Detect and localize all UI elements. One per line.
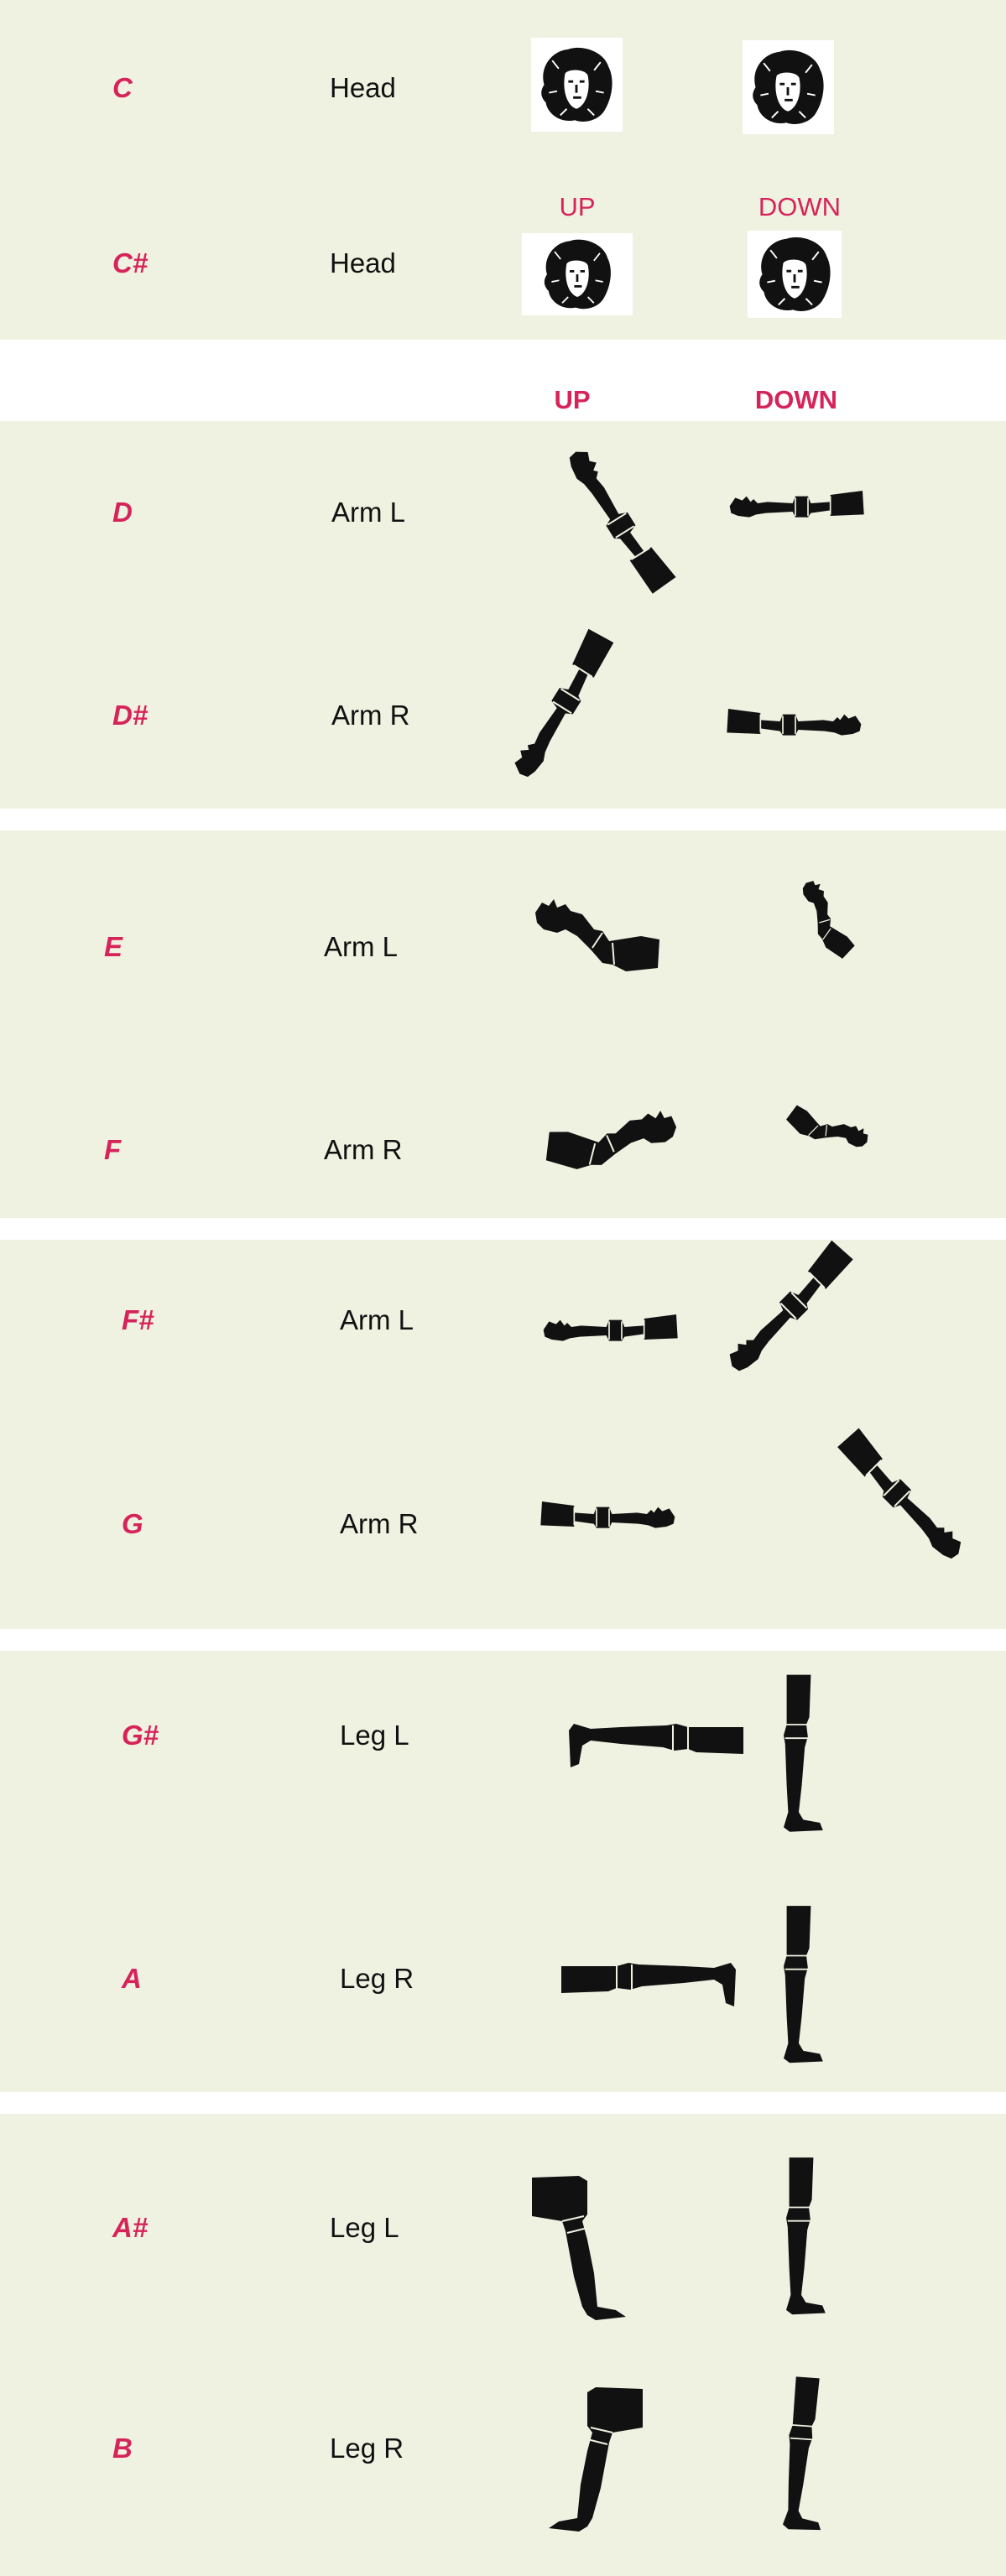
leg-r-up-image [529, 2384, 646, 2535]
leg-r-down-image [776, 1900, 837, 2072]
leg-silhouette-icon [558, 1954, 743, 2022]
note-label: D# [112, 700, 149, 731]
part-label: Head [330, 247, 396, 278]
arm-l-up-image [532, 896, 666, 980]
arm-l-down-image [759, 1258, 927, 1309]
part-label: Leg R [330, 2433, 404, 2464]
arm-l-down-image [715, 487, 876, 528]
leg-l-up-image [621, 1657, 688, 1841]
arm-l-up-image [537, 440, 705, 491]
column-header-up: UP [554, 385, 591, 414]
arm-r-up-image [529, 1497, 690, 1539]
head-up-image [531, 38, 623, 132]
head-silhouette-icon [753, 234, 837, 315]
arm-silhouette-icon [536, 1088, 683, 1194]
head-down-image [748, 231, 842, 318]
note-label: G# [122, 1720, 159, 1751]
part-label: Arm R [331, 700, 410, 731]
part-label: Leg L [340, 1720, 409, 1751]
head-silhouette-icon [536, 43, 617, 127]
group-panel [0, 1651, 1006, 2092]
leg-silhouette-icon [776, 1671, 837, 1839]
arm-r-down-image [715, 705, 876, 747]
part-label: Arm R [324, 1134, 403, 1165]
part-label: Head [330, 72, 396, 103]
part-label: Arm R [340, 1508, 419, 1539]
arm-silhouette-icon [715, 705, 876, 747]
part-label: Arm L [324, 931, 399, 962]
part-label: Arm L [331, 497, 406, 528]
arm-r-down-image [776, 1444, 944, 1495]
leg-r-down-image [780, 2370, 839, 2542]
arm-r-up-image [542, 1099, 676, 1183]
note-label: A# [112, 2212, 149, 2243]
note-label: D [112, 497, 133, 528]
head-section-panel [0, 0, 1006, 340]
leg-silhouette-icon [774, 2368, 845, 2543]
note-label: C [112, 72, 133, 103]
group-panel [0, 830, 1006, 1218]
arm-silhouette-icon [529, 1310, 690, 1352]
note-label: F [104, 1134, 122, 1165]
part-label: Leg L [330, 2212, 399, 2243]
head-silhouette-icon [527, 237, 628, 312]
note-label: A [122, 1963, 142, 1994]
arm-silhouette-icon [529, 1497, 690, 1539]
note-label: G [122, 1508, 143, 1539]
group-panel [0, 2114, 1006, 2576]
arm-silhouette-icon [532, 896, 666, 980]
part-label: Leg R [340, 1963, 414, 1994]
head-silhouette-icon [748, 45, 828, 129]
note-label: F# [122, 1304, 154, 1335]
arm-l-down-image [784, 872, 868, 969]
leg-r-up-image [617, 1896, 684, 2080]
leg-l-down-image [776, 1671, 837, 1839]
part-label: Arm L [340, 1304, 414, 1335]
group-panel [0, 1240, 1006, 1629]
arm-l-up-image [529, 1310, 690, 1352]
note-label: E [104, 931, 123, 962]
leg-silhouette-icon [529, 2173, 646, 2324]
group-panel [0, 421, 1006, 809]
arm-r-down-image [784, 1080, 868, 1177]
head-down-image [743, 40, 834, 134]
leg-silhouette-icon [776, 1900, 837, 2072]
head-up-image [522, 233, 633, 315]
note-label: B [112, 2433, 133, 2464]
column-header-down: DOWN [754, 385, 838, 414]
arm-silhouette-icon [715, 487, 876, 528]
leg-silhouette-icon [779, 2147, 839, 2328]
arm-r-up-image [550, 650, 717, 700]
leg-silhouette-icon [562, 1715, 747, 1782]
leg-l-down-image [779, 2147, 839, 2328]
leg-l-up-image [529, 2173, 646, 2324]
note-label: C# [112, 247, 149, 278]
head-down-label: DOWN [758, 192, 842, 221]
leg-silhouette-icon [529, 2384, 646, 2535]
head-up-label: UP [559, 192, 596, 221]
